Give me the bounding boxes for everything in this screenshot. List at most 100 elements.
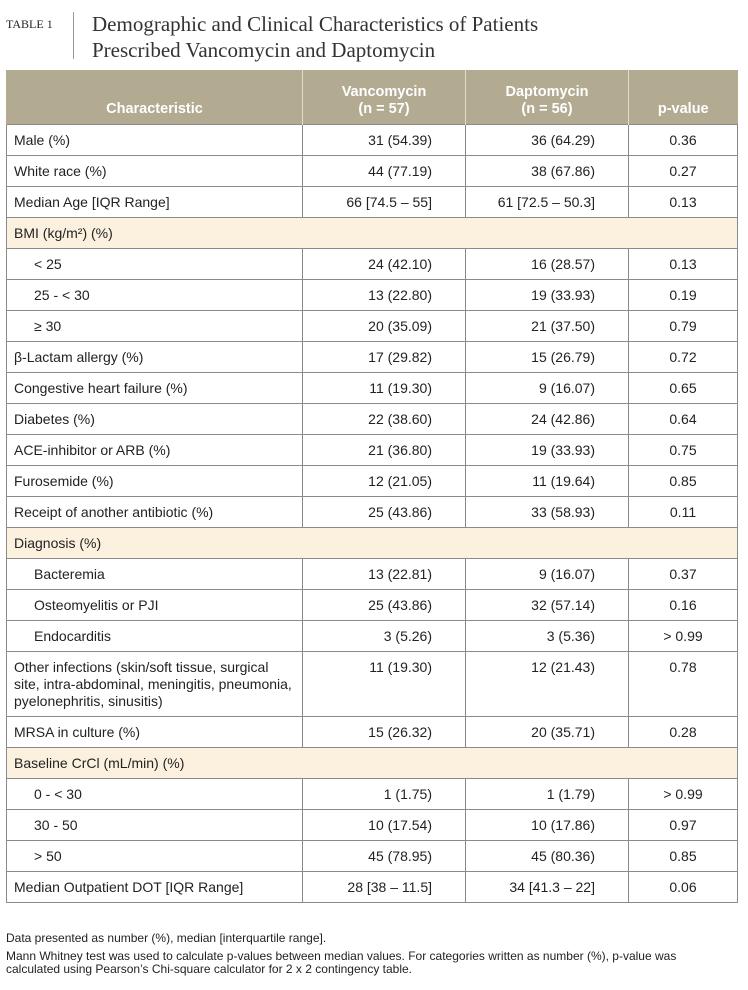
table-cell: 0.75: [628, 434, 738, 466]
table-cell: MRSA in culture (%): [6, 716, 303, 748]
table-cell: 0.85: [628, 840, 738, 872]
table-cell: 0.79: [628, 310, 738, 342]
table-cell: 31 (54.39): [302, 124, 466, 156]
table-cell: 15 (26.79): [465, 341, 629, 373]
table-cell: 44 (77.19): [302, 155, 466, 187]
table-cell: Median Outpatient DOT [IQR Range]: [6, 871, 303, 903]
table-cell: Bacteremia: [6, 558, 303, 590]
table-cell: 24 (42.10): [302, 248, 466, 280]
table-cell: 0.13: [628, 248, 738, 280]
table-cell: White race (%): [6, 155, 303, 187]
table-cell: 36 (64.29): [465, 124, 629, 156]
table-cell: 10 (17.86): [465, 809, 629, 841]
table-cell: 24 (42.86): [465, 403, 629, 435]
table-cell: 34 [41.3 – 22]: [465, 871, 629, 903]
header-text: (n = 56): [521, 101, 573, 117]
section-cell: Baseline CrCl (mL/min) (%): [6, 747, 738, 779]
table-cell: 12 (21.05): [302, 465, 466, 497]
title-line: Demographic and Clinical Characteristics…: [92, 12, 539, 36]
table-row: β-Lactam allergy (%) 17 (29.82) 15 (26.79)…: [6, 341, 738, 373]
header-text: Daptomycin: [505, 84, 589, 100]
table-cell: 28 [38 – 11.5]: [302, 871, 466, 903]
footnotes: Data presented as number (%), median [in…: [6, 932, 728, 981]
table-cell: 0.78: [628, 651, 738, 717]
table-cell: 0.97: [628, 809, 738, 841]
table-cell: 13 (22.80): [302, 279, 466, 311]
table-cell: 0.72: [628, 341, 738, 373]
section-row: Baseline CrCl (mL/min) (%): [6, 747, 738, 779]
table-cell: 21 (36.80): [302, 434, 466, 466]
table-cell: 0.64: [628, 403, 738, 435]
table-cell: Furosemide (%): [6, 465, 303, 497]
title-line: Prescribed Vancomycin and Daptomycin: [92, 38, 436, 62]
table-cell: 22 (38.60): [302, 403, 466, 435]
table-cell: 3 (5.26): [302, 620, 466, 652]
table-cell: 12 (21.43): [465, 651, 629, 717]
table-cell: Endocarditis: [6, 620, 303, 652]
table-cell: 3 (5.36): [465, 620, 629, 652]
header-text: (n = 57): [358, 101, 410, 117]
table-row: Furosemide (%) 12 (21.05) 11 (19.64) 0.85: [6, 465, 738, 497]
table-cell: 1 (1.79): [465, 778, 629, 810]
table-row: 25 - < 30 13 (22.80) 19 (33.93) 0.19: [6, 279, 738, 311]
table-row: Male (%) 31 (54.39) 36 (64.29) 0.36: [6, 124, 738, 156]
header-cell: Daptomycin (n = 56): [465, 70, 629, 125]
table-cell: 21 (37.50): [465, 310, 629, 342]
table-row: Median Outpatient DOT [IQR Range] 28 [38 …: [6, 871, 738, 903]
table-row: < 25 24 (42.10) 16 (28.57) 0.13: [6, 248, 738, 280]
table-cell: 0.37: [628, 558, 738, 590]
data-table: Characteristic Vancomycin (n = 57) Daptomyc…: [6, 70, 738, 903]
table-cell: Other infections (skin/soft tissue, surg…: [6, 651, 303, 717]
table-cell: 0.16: [628, 589, 738, 621]
table-cell: < 25: [6, 248, 303, 280]
section-cell: Diagnosis (%): [6, 527, 738, 559]
table-row: > 50 45 (78.95) 45 (80.36) 0.85: [6, 840, 738, 872]
table-cell: 19 (33.93): [465, 434, 629, 466]
section-row: BMI (kg/m²) (%): [6, 217, 738, 249]
footnote: Mann Whitney test was used to calculate …: [6, 949, 677, 976]
table-cell: 61 [72.5 – 50.3]: [465, 186, 629, 218]
table-row: Median Age [IQR Range] 66 [74.5 – 55] 61 […: [6, 186, 738, 218]
table-row: MRSA in culture (%) 15 (26.32) 20 (35.71) 0…: [6, 716, 738, 748]
table-row: Osteomyelitis or PJI 25 (43.86) 32 (57.14)…: [6, 589, 738, 621]
table-cell: Median Age [IQR Range]: [6, 186, 303, 218]
table-row: ACE-inhibitor or ARB (%) 21 (36.80) 19 (33…: [6, 434, 738, 466]
table-cell: 20 (35.09): [302, 310, 466, 342]
header-cell: Characteristic: [6, 70, 303, 125]
table-cell: > 0.99: [628, 778, 738, 810]
table-cell: 25 - < 30: [6, 279, 303, 311]
table-cell: 0.11: [628, 496, 738, 528]
table-cell: 33 (58.93): [465, 496, 629, 528]
table-body: Male (%) 31 (54.39) 36 (64.29) 0.36 White ra…: [6, 124, 738, 903]
table-cell: 38 (67.86): [465, 155, 629, 187]
table-cell: 9 (16.07): [465, 558, 629, 590]
table-row: 0 - < 30 1 (1.75) 1 (1.79) > 0.99: [6, 778, 738, 810]
table-cell: 9 (16.07): [465, 372, 629, 404]
table-cell: 0.65: [628, 372, 738, 404]
footnote: Data presented as number (%), median [in…: [6, 931, 327, 945]
table-cell: ACE-inhibitor or ARB (%): [6, 434, 303, 466]
table-cell: 0 - < 30: [6, 778, 303, 810]
divider: [73, 12, 74, 59]
table-row: 30 - 50 10 (17.54) 10 (17.86) 0.97: [6, 809, 738, 841]
table-row: Congestive heart failure (%) 11 (19.30) 9 …: [6, 372, 738, 404]
table-cell: β-Lactam allergy (%): [6, 341, 303, 373]
table-cell: Receipt of another antibiotic (%): [6, 496, 303, 528]
table-cell: 0.13: [628, 186, 738, 218]
table-row: Bacteremia 13 (22.81) 9 (16.07) 0.37: [6, 558, 738, 590]
table-cell: > 50: [6, 840, 303, 872]
table-cell: 45 (80.36): [465, 840, 629, 872]
table-row: Other infections (skin/soft tissue, surg…: [6, 651, 738, 717]
table-cell: Male (%): [6, 124, 303, 156]
table-cell: 15 (26.32): [302, 716, 466, 748]
table-title: Demographic and Clinical Characteristics…: [92, 11, 538, 63]
table-cell: 17 (29.82): [302, 341, 466, 373]
section-cell: BMI (kg/m²) (%): [6, 217, 738, 249]
table-cell: Diabetes (%): [6, 403, 303, 435]
table-cell: 0.85: [628, 465, 738, 497]
table-cell: 0.06: [628, 871, 738, 903]
table-cell: 19 (33.93): [465, 279, 629, 311]
header-text: p-value: [657, 101, 709, 117]
table-cell: 10 (17.54): [302, 809, 466, 841]
